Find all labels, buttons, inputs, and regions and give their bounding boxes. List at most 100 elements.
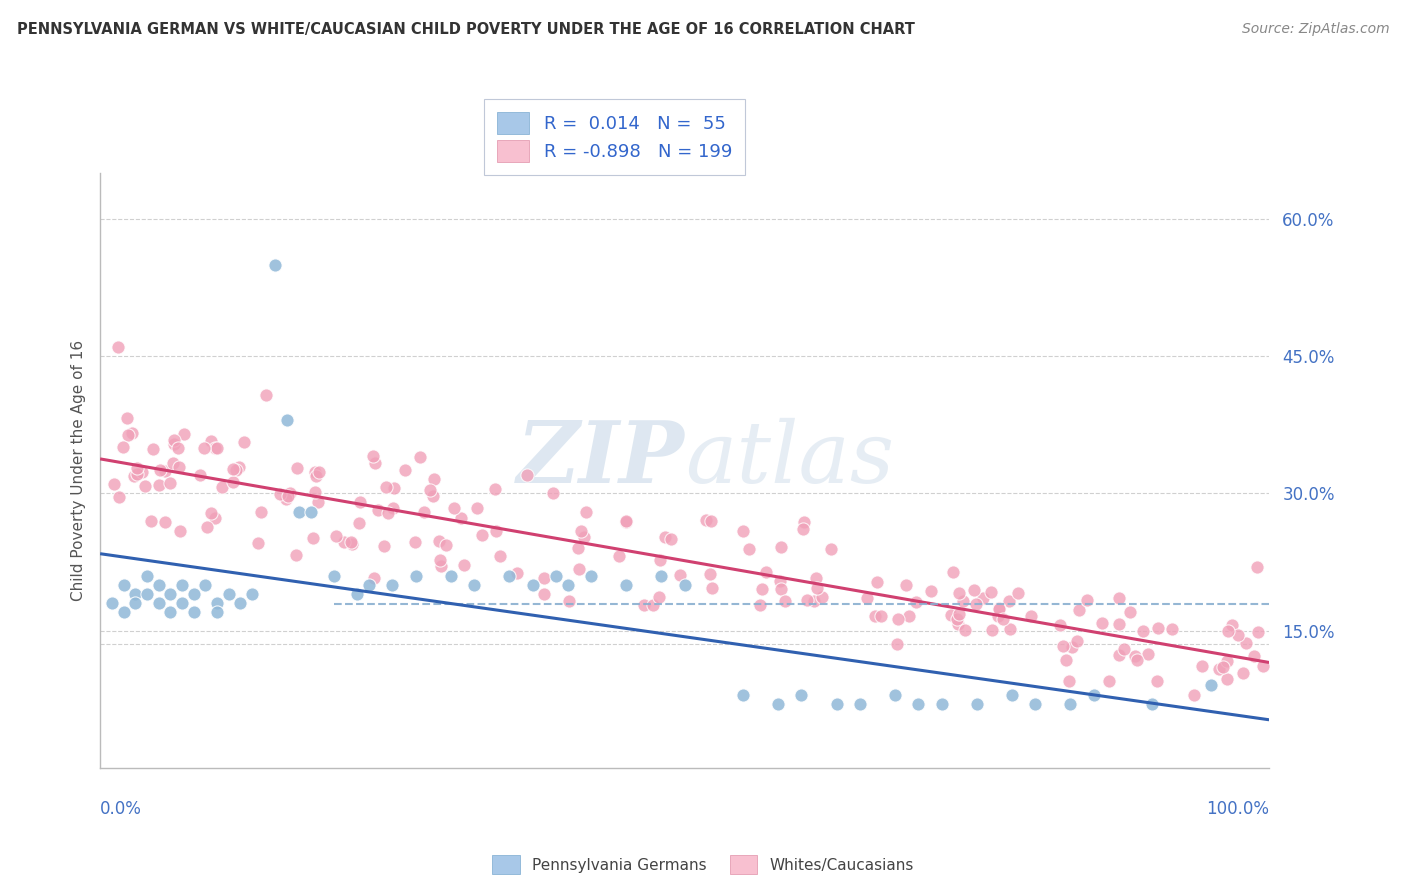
Point	[204, 510, 226, 524]
Point	[269, 486, 291, 500]
Point	[153, 464, 176, 478]
Point	[288, 505, 311, 519]
Y-axis label: Child Poverty Under the Age of 16: Child Poverty Under the Age of 16	[72, 340, 86, 601]
Point	[429, 558, 451, 573]
Text: 100.0%: 100.0%	[1206, 800, 1270, 818]
Point	[124, 587, 146, 601]
Point	[738, 541, 761, 556]
Point	[405, 568, 427, 582]
Point	[896, 578, 918, 592]
Point	[409, 450, 432, 464]
Point	[1119, 605, 1142, 619]
Point	[363, 572, 385, 586]
Point	[997, 593, 1019, 607]
Point	[463, 578, 485, 592]
Point	[1024, 697, 1046, 711]
Point	[955, 623, 977, 637]
Point	[766, 697, 789, 711]
Point	[169, 524, 191, 538]
Point	[240, 587, 263, 601]
Point	[770, 582, 793, 596]
Point	[1108, 591, 1130, 605]
Point	[820, 542, 842, 557]
Point	[972, 591, 994, 605]
Point	[1251, 658, 1274, 673]
Point	[1083, 688, 1105, 702]
Point	[855, 591, 877, 606]
Point	[966, 597, 988, 611]
Point	[533, 587, 555, 601]
Point	[284, 548, 307, 562]
Point	[419, 483, 441, 497]
Point	[304, 484, 326, 499]
Point	[117, 428, 139, 442]
Point	[163, 433, 186, 447]
Point	[367, 503, 389, 517]
Point	[870, 608, 893, 623]
Point	[276, 492, 298, 507]
Point	[204, 441, 226, 455]
Point	[966, 697, 988, 711]
Point	[1069, 603, 1091, 617]
Point	[349, 495, 371, 509]
Point	[991, 612, 1014, 626]
Point	[931, 697, 953, 711]
Point	[886, 637, 908, 651]
Point	[579, 568, 602, 582]
Point	[806, 581, 828, 595]
Point	[434, 538, 457, 552]
Point	[669, 567, 692, 582]
Point	[124, 596, 146, 610]
Point	[1218, 624, 1240, 638]
Point	[304, 469, 326, 483]
Point	[381, 500, 404, 515]
Point	[225, 463, 247, 477]
Point	[614, 514, 637, 528]
Point	[1216, 672, 1239, 686]
Point	[699, 567, 721, 582]
Point	[568, 561, 591, 575]
Point	[768, 574, 790, 589]
Point	[695, 513, 717, 527]
Point	[946, 612, 969, 626]
Point	[122, 469, 145, 483]
Point	[641, 599, 664, 613]
Point	[849, 697, 872, 711]
Point	[1108, 648, 1130, 663]
Point	[254, 387, 277, 401]
Point	[304, 465, 326, 479]
Point	[887, 612, 910, 626]
Point	[285, 461, 308, 475]
Point	[952, 594, 974, 608]
Point	[148, 596, 170, 610]
Point	[650, 568, 672, 582]
Point	[167, 459, 190, 474]
Point	[125, 460, 148, 475]
Point	[1136, 648, 1159, 662]
Point	[440, 568, 463, 582]
Point	[307, 495, 329, 509]
Point	[453, 558, 475, 572]
Point	[183, 605, 205, 619]
Point	[373, 539, 395, 553]
Point	[811, 590, 834, 604]
Point	[558, 594, 581, 608]
Point	[103, 476, 125, 491]
Point	[948, 585, 970, 599]
Point	[170, 596, 193, 610]
Point	[575, 505, 598, 519]
Point	[506, 566, 529, 581]
Point	[981, 623, 1004, 637]
Point	[700, 582, 723, 596]
Point	[488, 549, 510, 563]
Point	[247, 536, 270, 550]
Text: PENNSYLVANIA GERMAN VS WHITE/CAUCASIAN CHILD POVERTY UNDER THE AGE OF 16 CORRELA: PENNSYLVANIA GERMAN VS WHITE/CAUCASIAN C…	[17, 22, 915, 37]
Point	[163, 437, 186, 451]
Point	[700, 514, 723, 528]
Point	[112, 440, 135, 454]
Point	[1076, 593, 1098, 607]
Point	[1059, 697, 1081, 711]
Point	[1212, 660, 1234, 674]
Point	[131, 466, 153, 480]
Point	[207, 441, 229, 455]
